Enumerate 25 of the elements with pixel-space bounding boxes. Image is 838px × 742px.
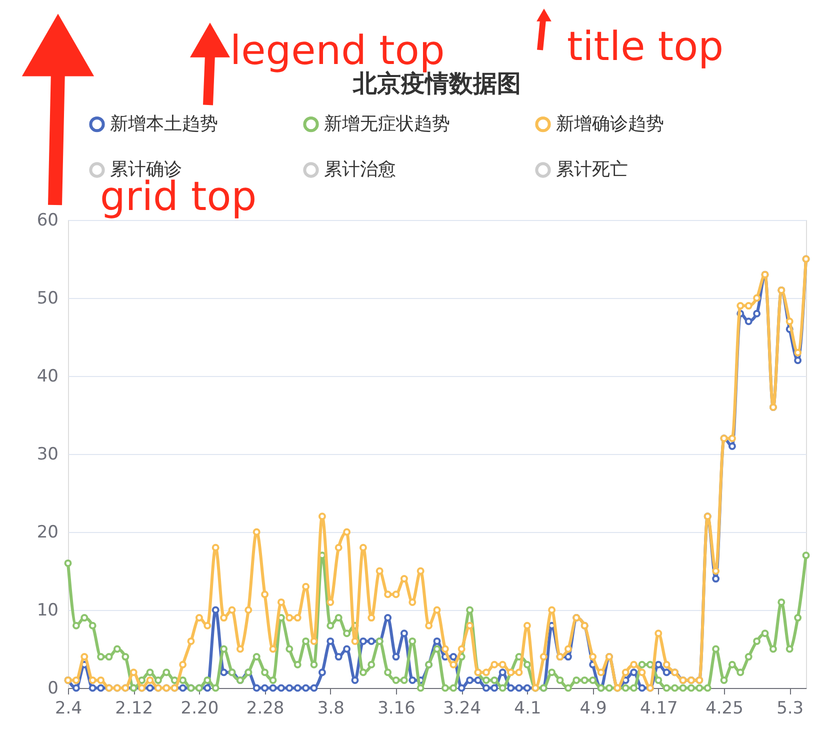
x-tick-label: 4.1	[514, 698, 542, 718]
text: title top	[567, 24, 724, 70]
legend-label: 新增本土趋势	[110, 113, 218, 134]
x-tick-label: 4.25	[706, 698, 744, 718]
x-tick-label: 3.16	[378, 698, 416, 718]
legend-label: 累计治愈	[324, 159, 396, 180]
y-tick-label: 40	[36, 366, 58, 386]
y-tick-label: 0	[48, 678, 58, 698]
y-tick-label: 20	[36, 522, 58, 542]
x-tick-label: 2.4	[54, 698, 82, 718]
y-tick-label: 50	[36, 288, 58, 308]
x-tick-label: 2.20	[180, 698, 219, 718]
legend-label: 新增无症状趋势	[324, 113, 450, 134]
x-tick-label: 5.3	[776, 698, 804, 718]
x-tick-label: 3.8	[317, 698, 344, 718]
x-tick-label: 2.28	[246, 698, 284, 718]
legend-label: 累计死亡	[556, 159, 628, 180]
x-tick-label: 4.17	[640, 698, 678, 718]
legend-label: 新增确诊趋势	[556, 113, 664, 134]
y-tick-label: 10	[36, 600, 58, 620]
x-tick-label: 2.12	[115, 698, 154, 718]
y-tick-label: 30	[36, 444, 58, 464]
y-tick-label: 60	[36, 210, 58, 230]
x-tick-label: 4.9	[580, 698, 607, 718]
x-tick-label: 3.24	[443, 698, 482, 718]
